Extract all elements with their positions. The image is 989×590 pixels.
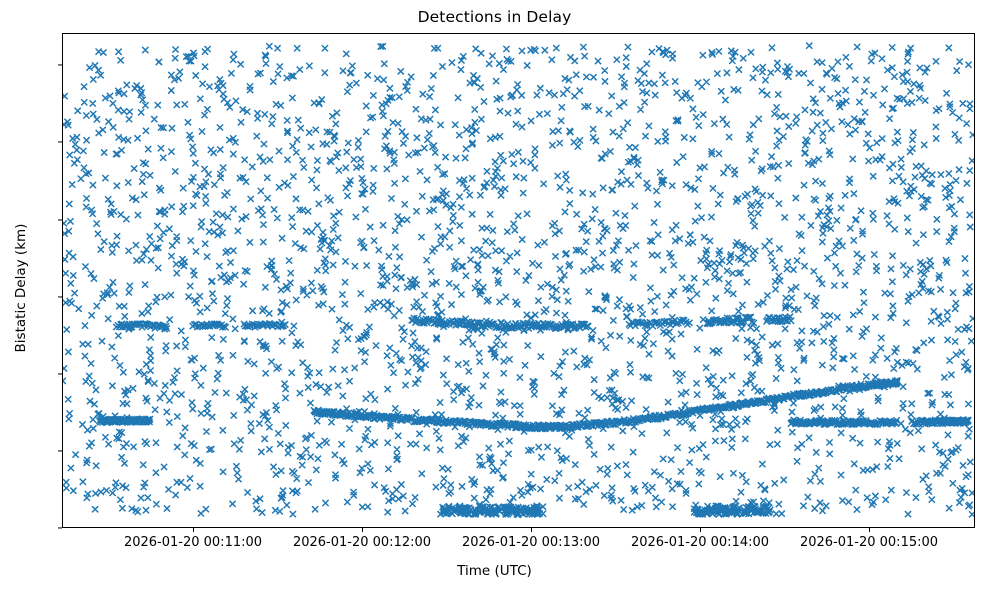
y-tick-mark: [58, 296, 62, 298]
y-tick-mark: [58, 450, 62, 452]
y-tick-mark: [58, 218, 62, 221]
x-tick-label-2: 2026-01-20 00:13:00: [461, 535, 601, 550]
y-tick-mark: [58, 141, 62, 143]
y-tick-mark: [58, 527, 62, 529]
x-tick-mark: [869, 528, 871, 532]
x-tick-mark: [700, 528, 702, 532]
y-tick-mark: [58, 373, 62, 375]
x-axis-label: Time (UTC): [457, 563, 532, 579]
y-axis-label: Bistatic Delay (km): [13, 223, 29, 353]
chart-title: Detections in Delay: [417, 8, 572, 26]
x-tick-label-4: 2026-01-20 00:15:00: [799, 535, 939, 550]
x-tick-mark: [531, 528, 533, 532]
x-tick-mark: [362, 528, 364, 532]
x-tick-mark: [193, 528, 195, 532]
x-tick-label-0: 2026-01-20 00:11:00: [123, 535, 263, 550]
plot-axes: [62, 33, 975, 528]
x-tick-label-1: 2026-01-20 00:12:00: [292, 535, 432, 550]
scatter-plot-area: [63, 34, 974, 527]
x-tick-label-3: 2026-01-20 00:14:00: [630, 535, 770, 550]
y-tick-mark: [58, 64, 62, 66]
